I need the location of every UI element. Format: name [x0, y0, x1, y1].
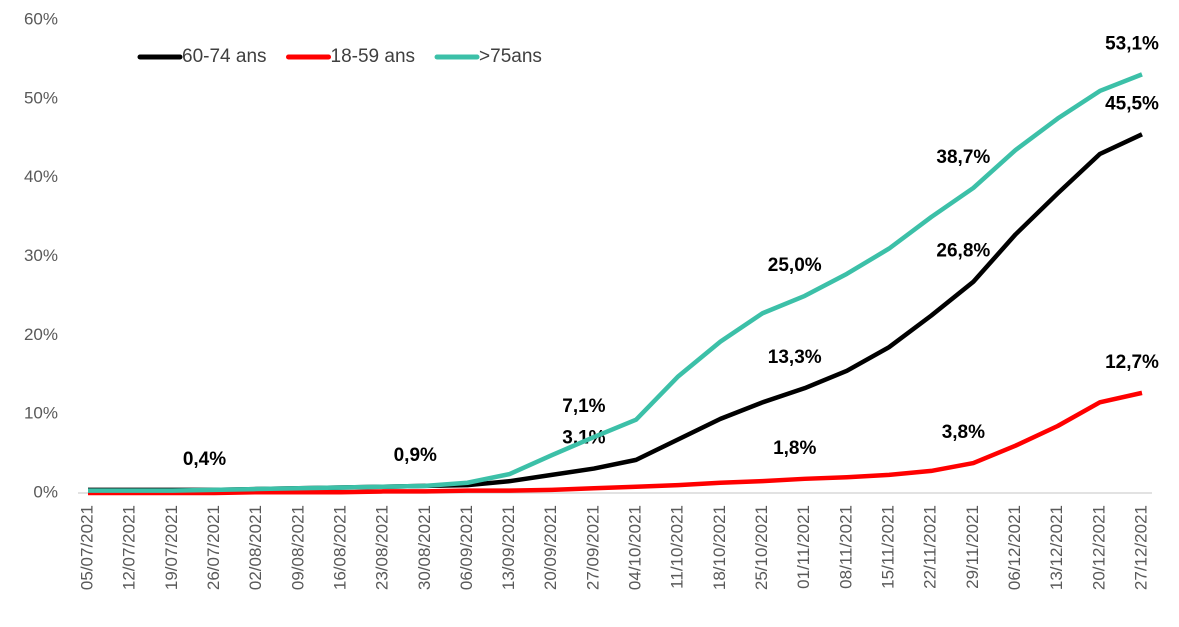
x-tick-label: 25/10/2021 — [752, 505, 771, 590]
data-label: 25,0% — [768, 255, 822, 276]
x-tick-label: 06/09/2021 — [457, 505, 476, 590]
data-label: 26,8% — [936, 241, 990, 262]
data-label: 1,8% — [773, 438, 816, 459]
x-tick-label: 16/08/2021 — [330, 505, 349, 590]
x-tick-label: 13/09/2021 — [499, 505, 518, 590]
x-tick-label: 27/09/2021 — [583, 505, 602, 590]
data-label: 0,9% — [394, 445, 437, 466]
x-tick-label: 08/11/2021 — [836, 505, 855, 589]
data-label: 13,3% — [768, 347, 822, 368]
series-line — [88, 390, 1143, 496]
data-label: 0,4% — [183, 449, 226, 470]
x-tick-label: 18/10/2021 — [710, 505, 729, 590]
x-tick-label: 02/08/2021 — [246, 505, 265, 590]
data-label: 7,1% — [562, 396, 605, 417]
y-tick-label: 40% — [24, 167, 58, 186]
x-tick-label: 27/12/2021 — [1131, 505, 1150, 590]
y-tick-label: 10% — [24, 404, 58, 423]
data-label: 12,7% — [1105, 352, 1159, 373]
y-tick-label: 50% — [24, 88, 58, 107]
legend-label: 60-74 ans — [182, 46, 267, 67]
x-tick-label: 26/07/2021 — [204, 505, 223, 590]
x-tick-label: 06/12/2021 — [1005, 505, 1024, 590]
data-label: 38,7% — [936, 147, 990, 168]
x-tick-label: 22/11/2021 — [921, 505, 940, 589]
data-label: 53,1% — [1105, 33, 1159, 54]
x-tick-label: 12/07/2021 — [120, 505, 139, 590]
y-tick-label: 20% — [24, 325, 58, 344]
data-label: 45,5% — [1105, 93, 1159, 114]
x-tick-label: 13/12/2021 — [1047, 505, 1066, 590]
y-tick-label: 30% — [24, 246, 58, 265]
data-label: 3,1% — [562, 428, 605, 449]
x-tick-label: 15/11/2021 — [879, 505, 898, 589]
x-tick-label: 20/12/2021 — [1089, 505, 1108, 590]
x-tick-label: 05/07/2021 — [77, 505, 96, 590]
y-tick-label: 0% — [33, 482, 58, 501]
series-line — [88, 72, 1143, 493]
x-tick-label: 30/08/2021 — [415, 505, 434, 590]
data-label: 3,8% — [942, 422, 985, 443]
x-tick-label: 23/08/2021 — [373, 505, 392, 590]
x-tick-label: 04/10/2021 — [626, 505, 645, 590]
x-tick-label: 01/11/2021 — [794, 505, 813, 589]
x-tick-label: 20/09/2021 — [541, 505, 560, 590]
x-tick-label: 09/08/2021 — [288, 505, 307, 590]
x-tick-label: 11/10/2021 — [668, 505, 687, 589]
x-tick-label: 19/07/2021 — [162, 505, 181, 590]
legend-label: 18-59 ans — [331, 46, 416, 67]
x-tick-label: 29/11/2021 — [963, 505, 982, 589]
y-tick-label: 60% — [24, 9, 58, 28]
legend-label: >75ans — [479, 46, 542, 67]
